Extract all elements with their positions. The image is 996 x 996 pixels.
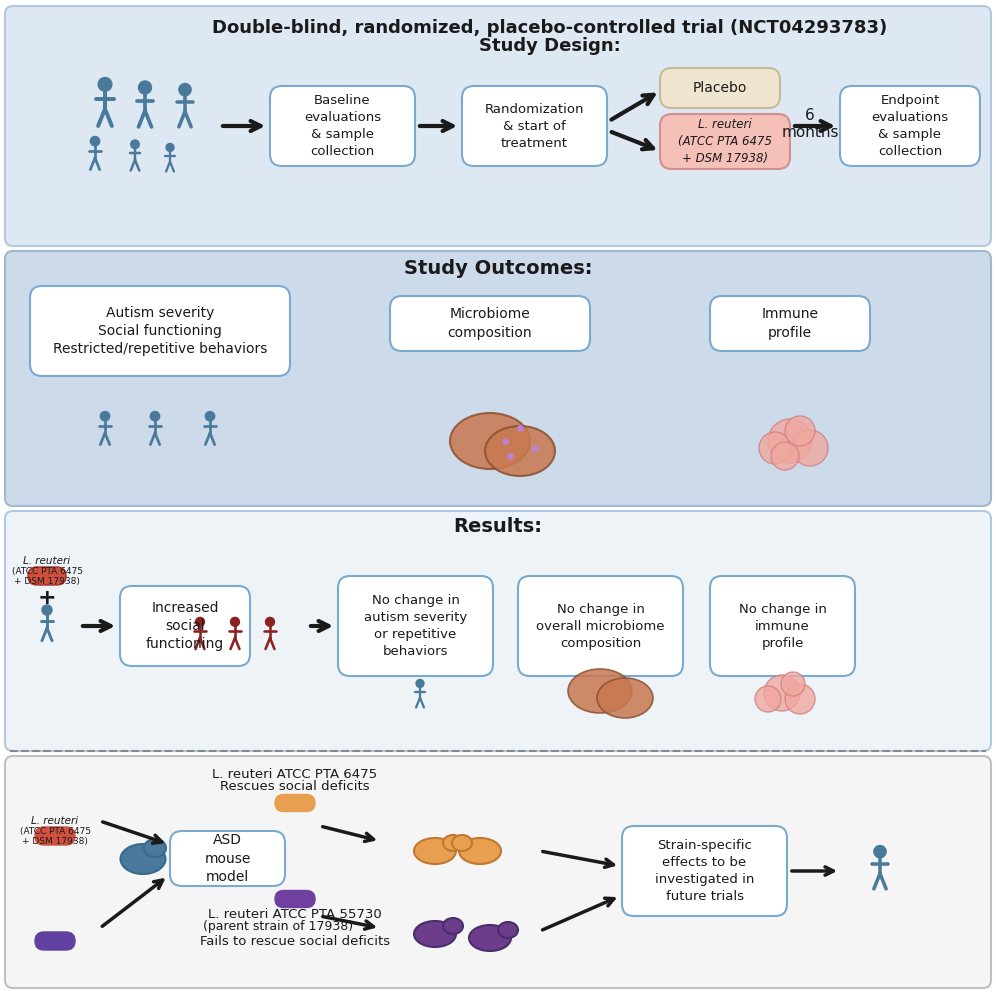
Circle shape [195,618,204,626]
Ellipse shape [443,918,463,934]
Text: 6
months: 6 months [781,108,839,140]
Text: Endpoint
evaluations
& sample
collection: Endpoint evaluations & sample collection [872,94,948,158]
Circle shape [179,84,191,96]
Text: Autism severity
Social functioning
Restricted/repetitive behaviors: Autism severity Social functioning Restr… [53,306,267,357]
FancyBboxPatch shape [710,576,855,676]
Ellipse shape [568,669,632,713]
Circle shape [101,411,110,421]
FancyBboxPatch shape [5,251,991,506]
Text: Immune
profile: Immune profile [762,308,819,340]
Circle shape [130,140,139,148]
FancyBboxPatch shape [120,586,250,666]
Text: + DSM 17938): + DSM 17938) [22,837,88,846]
FancyBboxPatch shape [30,286,290,376]
Circle shape [781,672,805,696]
Ellipse shape [414,838,456,864]
Text: L. reuteri: L. reuteri [32,816,79,826]
Circle shape [764,675,800,711]
FancyBboxPatch shape [338,576,493,676]
Text: ASD
mouse
model: ASD mouse model [204,833,251,883]
Circle shape [755,686,781,712]
FancyBboxPatch shape [35,827,75,845]
Circle shape [99,78,112,92]
Text: No change in
autism severity
or repetitive
behaviors: No change in autism severity or repetiti… [364,594,467,658]
Text: L. reuteri: L. reuteri [24,556,71,566]
Circle shape [416,679,424,687]
Text: (parent strain of 17938): (parent strain of 17938) [203,919,353,932]
Text: (ATCC PTA 6475: (ATCC PTA 6475 [12,567,83,576]
Circle shape [266,618,275,626]
Ellipse shape [452,835,472,851]
FancyBboxPatch shape [462,86,607,166]
FancyBboxPatch shape [840,86,980,166]
Text: +: + [38,588,57,608]
FancyBboxPatch shape [5,511,991,751]
Circle shape [150,411,159,421]
FancyBboxPatch shape [5,6,991,246]
FancyBboxPatch shape [170,831,285,886]
Ellipse shape [597,678,653,718]
FancyBboxPatch shape [28,567,66,585]
Ellipse shape [443,835,463,851]
Circle shape [768,419,812,463]
Circle shape [42,605,52,616]
FancyBboxPatch shape [275,795,315,812]
Circle shape [771,442,799,470]
Ellipse shape [498,922,518,938]
Text: Placebo: Placebo [693,81,747,95]
Circle shape [138,81,151,94]
Circle shape [873,846,886,858]
Text: (ATCC PTA 6475: (ATCC PTA 6475 [20,827,91,836]
FancyBboxPatch shape [660,114,790,169]
FancyBboxPatch shape [710,296,870,351]
Text: L. reuteri ATCC PTA 55730: L. reuteri ATCC PTA 55730 [208,907,381,920]
FancyBboxPatch shape [660,68,780,108]
Text: Study Outcomes:: Study Outcomes: [403,259,593,278]
Text: L. reuteri
(ATCC PTA 6475
+ DSM 17938): L. reuteri (ATCC PTA 6475 + DSM 17938) [678,118,772,165]
Ellipse shape [414,921,456,947]
Text: Randomization
& start of
treatment: Randomization & start of treatment [485,103,585,149]
FancyBboxPatch shape [622,826,787,916]
Circle shape [785,684,815,714]
Text: L. reuteri ATCC PTA 6475: L. reuteri ATCC PTA 6475 [212,768,377,781]
Text: No change in
immune
profile: No change in immune profile [739,603,827,649]
FancyBboxPatch shape [275,890,315,907]
FancyBboxPatch shape [5,756,991,988]
Text: Strain-specific
effects to be
investigated in
future trials: Strain-specific effects to be investigat… [654,839,754,903]
Ellipse shape [485,426,555,476]
Text: Double-blind, randomized, placebo-controlled trial (NCT04293783): Double-blind, randomized, placebo-contro… [212,19,887,37]
Circle shape [166,143,174,151]
Text: Baseline
evaluations
& sample
collection: Baseline evaluations & sample collection [304,94,381,158]
Text: Increased
social
functioning: Increased social functioning [145,601,224,651]
Ellipse shape [469,925,511,951]
FancyBboxPatch shape [270,86,415,166]
Circle shape [792,430,828,466]
Circle shape [91,136,100,145]
Circle shape [205,411,215,421]
Ellipse shape [450,413,530,469]
Text: Results:: Results: [453,517,543,536]
Ellipse shape [144,839,166,857]
Text: No change in
overall microbiome
composition: No change in overall microbiome composit… [536,603,664,649]
FancyBboxPatch shape [35,932,75,950]
FancyBboxPatch shape [518,576,683,676]
Text: Fails to rescue social deficits: Fails to rescue social deficits [200,934,390,947]
Circle shape [785,416,815,446]
Text: Microbiome
composition: Microbiome composition [447,308,532,340]
Text: Study Design:: Study Design: [479,37,621,55]
Ellipse shape [121,844,165,874]
Text: + DSM 17938): + DSM 17938) [14,577,80,586]
Text: Rescues social deficits: Rescues social deficits [220,780,370,793]
Circle shape [759,432,791,464]
Circle shape [230,618,239,626]
Ellipse shape [459,838,501,864]
FancyBboxPatch shape [390,296,590,351]
